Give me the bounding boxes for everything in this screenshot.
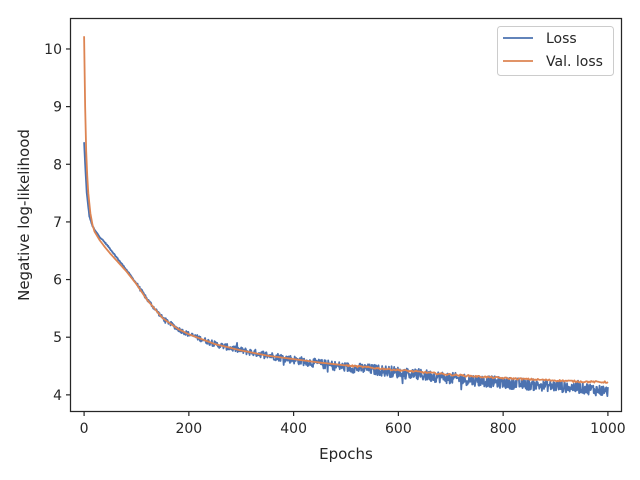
y-tick-label: 5 — [53, 330, 62, 346]
y-tick-label: 8 — [53, 157, 62, 173]
legend: Loss Val. loss — [497, 26, 614, 76]
y-tick-label: 6 — [53, 273, 62, 289]
y-axis-label: Negative log-likelihood — [15, 129, 33, 301]
y-tick-label: 4 — [53, 388, 62, 404]
x-tick-label: 1000 — [590, 421, 626, 437]
y-axis-ticks: 4 5 6 7 8 9 10 — [44, 42, 71, 404]
x-axis-label: Epochs — [319, 445, 373, 463]
x-tick-label: 400 — [280, 421, 307, 437]
x-tick-label: 0 — [80, 421, 89, 437]
series-layer — [83, 36, 609, 397]
x-tick-label: 200 — [175, 421, 202, 437]
y-tick-label: 7 — [53, 215, 62, 231]
x-tick-label: 800 — [490, 421, 517, 437]
plot-frame — [69, 17, 623, 413]
series-line-val-loss — [83, 36, 609, 384]
x-axis-ticks: 0 200 400 600 800 1000 — [80, 411, 626, 437]
legend-label-loss: Loss — [546, 31, 577, 47]
legend-label-val-loss: Val. loss — [546, 54, 603, 70]
plot-area — [69, 17, 623, 413]
x-tick-label: 600 — [385, 421, 412, 437]
series-line-loss — [83, 142, 609, 397]
y-tick-label: 9 — [53, 100, 62, 116]
y-tick-label: 10 — [44, 42, 62, 58]
